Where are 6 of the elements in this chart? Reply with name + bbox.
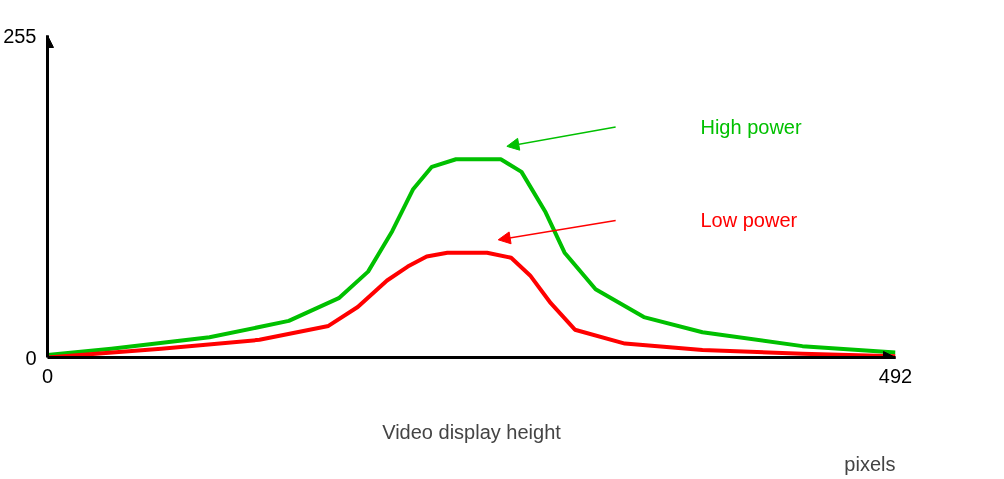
y-tick-label: 255 xyxy=(3,24,37,47)
text: pixels xyxy=(844,452,896,475)
text: Low power xyxy=(700,209,798,232)
x-axis-title: Video display height xyxy=(382,420,562,443)
x-tick-label: 492 xyxy=(878,364,913,387)
text: High power xyxy=(700,116,802,139)
